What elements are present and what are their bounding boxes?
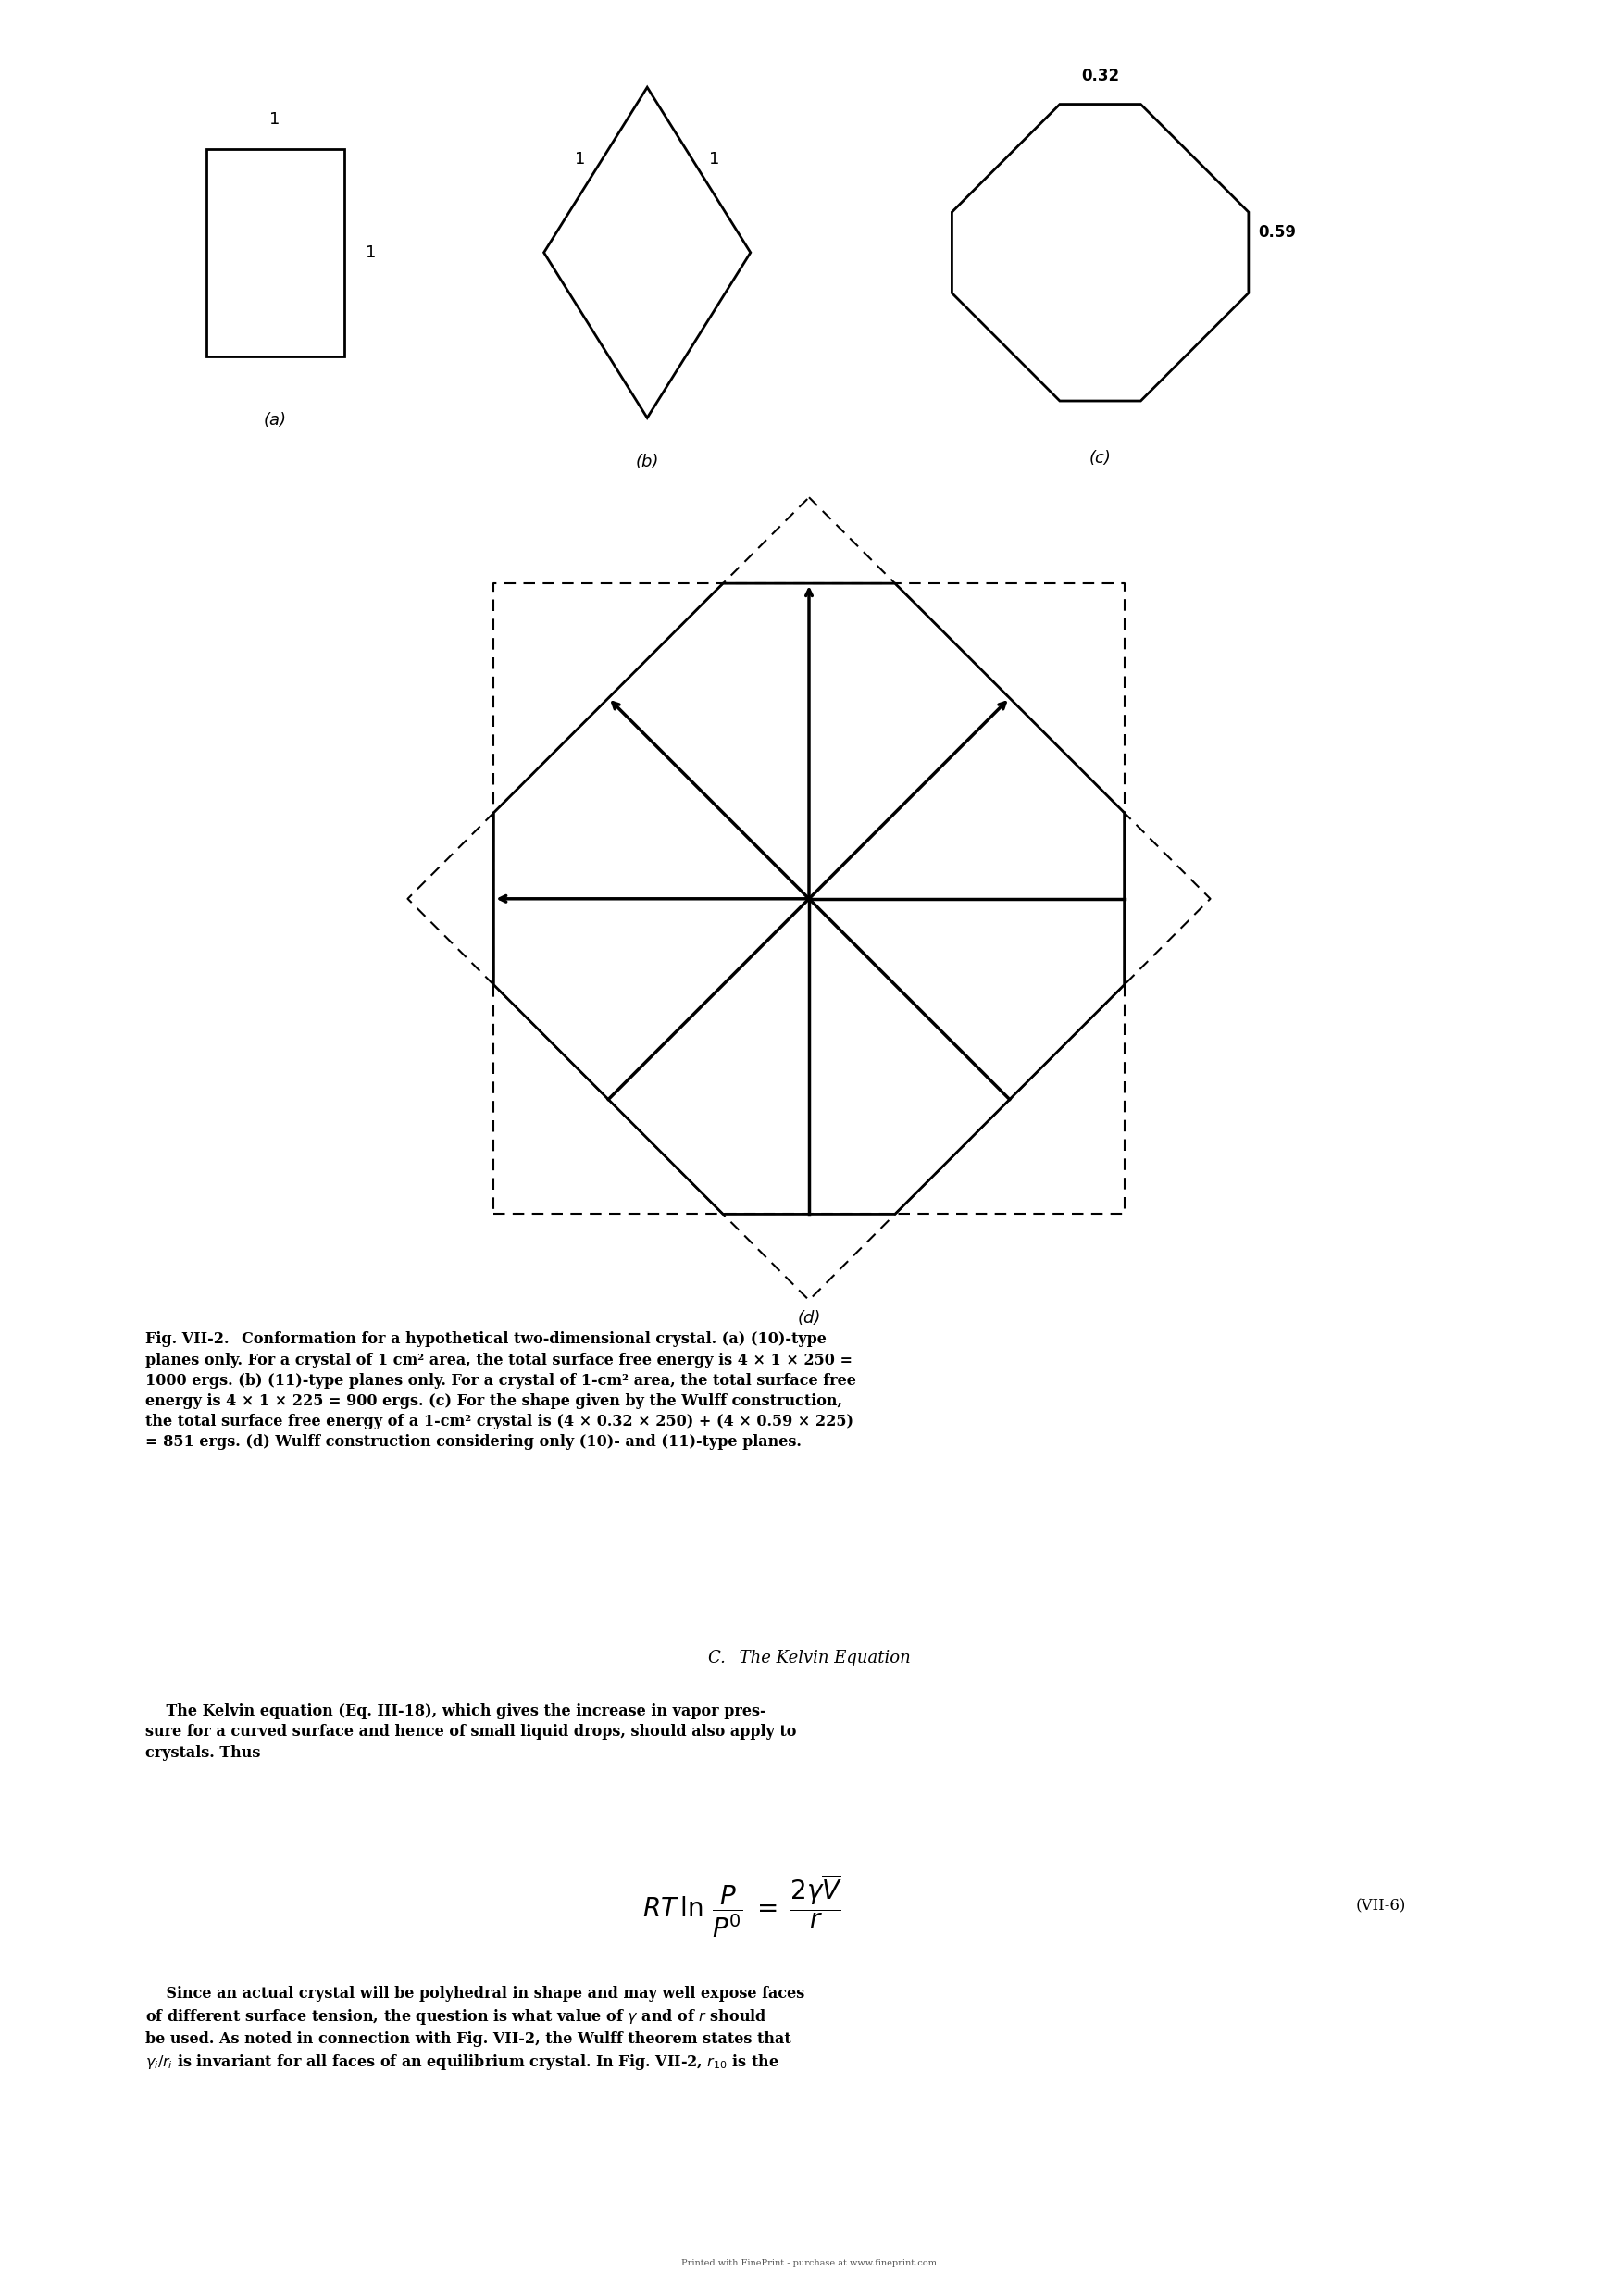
Text: (b): (b) [636,455,659,471]
Text: (d): (d) [798,1309,820,1327]
Text: (VII-6): (VII-6) [1356,1899,1406,1913]
Text: The Kelvin equation (Eq. III-18), which gives the increase in vapor pres-
sure f: The Kelvin equation (Eq. III-18), which … [146,1704,796,1761]
Text: 1: 1 [709,152,720,168]
Text: Since an actual crystal will be polyhedral in shape and may well expose faces
of: Since an actual crystal will be polyhedr… [146,1986,804,2073]
Text: 0.32: 0.32 [1081,69,1120,85]
Text: Printed with FinePrint - purchase at www.fineprint.com: Printed with FinePrint - purchase at www… [681,2259,937,2266]
Text: 0.59: 0.59 [1259,225,1296,241]
Text: (a): (a) [264,413,286,429]
Text: 1: 1 [366,243,377,262]
Text: $RT\,\ln\,\dfrac{P}{P^{0}}\;=\;\dfrac{2\gamma\overline{V}}{r}$: $RT\,\ln\,\dfrac{P}{P^{0}}\;=\;\dfrac{2\… [642,1871,843,1940]
Text: (c): (c) [1089,450,1112,466]
Text: 1: 1 [574,152,586,168]
Text: Fig. VII-2.  Conformation for a hypothetical two-dimensional crystal. (a) (10)-t: Fig. VII-2. Conformation for a hypotheti… [146,1332,856,1451]
Text: C.  The Kelvin Equation: C. The Kelvin Equation [707,1649,911,1667]
Text: 1: 1 [270,110,280,126]
